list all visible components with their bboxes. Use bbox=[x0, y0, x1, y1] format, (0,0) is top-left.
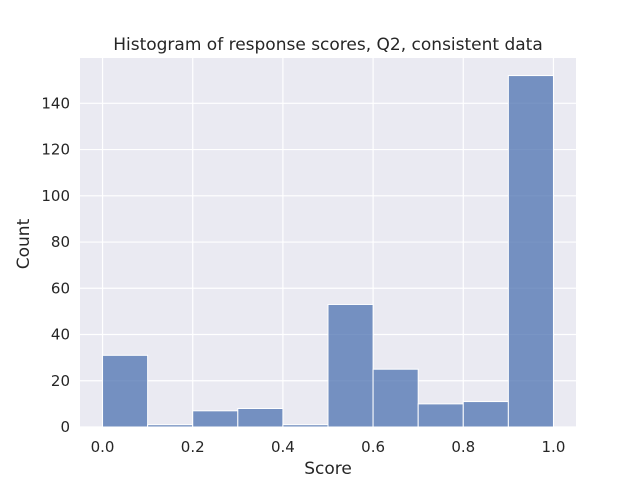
histogram-bar bbox=[237, 408, 284, 428]
histogram-bar bbox=[147, 424, 194, 428]
grid-lines bbox=[80, 58, 576, 428]
histogram-bar bbox=[282, 424, 329, 428]
histogram-bar bbox=[417, 403, 464, 428]
histogram-bar bbox=[462, 401, 509, 428]
y-tick-label: 140 bbox=[41, 94, 70, 112]
y-tick-label: 80 bbox=[51, 233, 70, 251]
x-tick-label: 1.0 bbox=[542, 438, 566, 456]
x-tick-label: 0.4 bbox=[271, 438, 295, 456]
histogram-bar bbox=[102, 354, 149, 428]
y-axis-title: Count bbox=[14, 218, 34, 269]
x-tick-label: 0.2 bbox=[181, 438, 205, 456]
chart-title: Histogram of response scores, Q2, consis… bbox=[113, 35, 543, 55]
histogram-bar bbox=[192, 410, 239, 428]
y-tick-label: 0 bbox=[60, 418, 70, 436]
y-tick-label: 120 bbox=[41, 141, 70, 159]
x-tick-label: 0.0 bbox=[91, 438, 115, 456]
x-tick-labels: 0.0 0.2 0.4 0.6 0.8 1.0 bbox=[91, 438, 566, 456]
x-axis-title: Score bbox=[304, 459, 352, 479]
y-tick-label: 60 bbox=[51, 279, 70, 297]
y-tick-labels: 0 20 40 60 80 100 120 140 bbox=[41, 94, 70, 436]
y-tick-label: 20 bbox=[51, 372, 70, 390]
x-tick-label: 0.6 bbox=[361, 438, 385, 456]
histogram-bar bbox=[372, 368, 419, 428]
x-tick-label: 0.8 bbox=[451, 438, 475, 456]
histogram-bar bbox=[507, 75, 554, 428]
y-tick-label: 40 bbox=[51, 326, 70, 344]
bars bbox=[102, 75, 554, 428]
histogram-bar bbox=[327, 303, 374, 428]
y-tick-label: 100 bbox=[41, 187, 70, 205]
